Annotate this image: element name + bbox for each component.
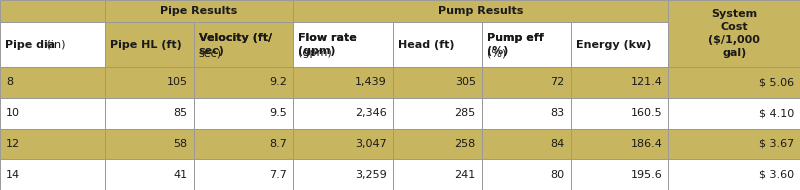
Text: 12: 12 bbox=[6, 139, 20, 149]
Text: 9.2: 9.2 bbox=[270, 77, 287, 87]
Text: 305: 305 bbox=[454, 77, 476, 87]
Bar bbox=[482, 128, 570, 159]
Text: Pump eff: Pump eff bbox=[486, 33, 543, 43]
Bar bbox=[194, 67, 294, 98]
Text: 8: 8 bbox=[6, 77, 13, 87]
Text: 10: 10 bbox=[6, 108, 20, 118]
Text: 3,259: 3,259 bbox=[355, 170, 387, 180]
Bar bbox=[0, 0, 105, 22]
Bar bbox=[294, 22, 393, 67]
Bar bbox=[294, 67, 393, 98]
Text: 58: 58 bbox=[174, 139, 188, 149]
Text: 8.7: 8.7 bbox=[270, 139, 287, 149]
Bar bbox=[570, 67, 669, 98]
Bar bbox=[393, 159, 482, 190]
Text: 1,439: 1,439 bbox=[355, 77, 387, 87]
Bar bbox=[393, 98, 482, 128]
Bar bbox=[669, 67, 800, 98]
Text: 9.5: 9.5 bbox=[270, 108, 287, 118]
Bar bbox=[105, 128, 194, 159]
Bar bbox=[105, 159, 194, 190]
Text: 85: 85 bbox=[174, 108, 188, 118]
Bar bbox=[482, 22, 570, 67]
Bar bbox=[105, 0, 294, 22]
Text: 105: 105 bbox=[166, 77, 188, 87]
Text: 258: 258 bbox=[454, 139, 476, 149]
Text: 121.4: 121.4 bbox=[630, 77, 662, 87]
Text: Pump Results: Pump Results bbox=[438, 6, 523, 16]
Text: Flow rate
(gpm): Flow rate (gpm) bbox=[298, 33, 357, 56]
Text: (%): (%) bbox=[486, 48, 506, 59]
Bar bbox=[194, 98, 294, 128]
Bar bbox=[194, 22, 294, 67]
Bar bbox=[570, 22, 669, 67]
Bar bbox=[669, 159, 800, 190]
Bar bbox=[393, 128, 482, 159]
Bar bbox=[570, 159, 669, 190]
Text: Energy (kw): Energy (kw) bbox=[576, 40, 651, 50]
Bar bbox=[482, 22, 570, 67]
Bar bbox=[393, 22, 482, 67]
Text: 14: 14 bbox=[6, 170, 20, 180]
Text: 241: 241 bbox=[454, 170, 476, 180]
Bar bbox=[194, 128, 294, 159]
Bar bbox=[0, 67, 105, 98]
Text: Head (ft): Head (ft) bbox=[398, 40, 454, 50]
Text: 41: 41 bbox=[174, 170, 188, 180]
Bar bbox=[669, 98, 800, 128]
Bar bbox=[570, 128, 669, 159]
Text: sec): sec) bbox=[198, 48, 222, 59]
Text: 195.6: 195.6 bbox=[630, 170, 662, 180]
Bar bbox=[194, 159, 294, 190]
Bar bbox=[482, 159, 570, 190]
Text: $ 3.67: $ 3.67 bbox=[758, 139, 794, 149]
Bar bbox=[0, 98, 105, 128]
Bar bbox=[393, 67, 482, 98]
Bar bbox=[105, 22, 194, 67]
Text: (gpm): (gpm) bbox=[298, 48, 332, 59]
Text: Velocity (ft/: Velocity (ft/ bbox=[198, 33, 272, 43]
Text: 285: 285 bbox=[454, 108, 476, 118]
Text: (in): (in) bbox=[43, 40, 66, 50]
Bar bbox=[105, 67, 194, 98]
Bar bbox=[294, 98, 393, 128]
Text: 7.7: 7.7 bbox=[270, 170, 287, 180]
Bar bbox=[194, 22, 294, 67]
Bar bbox=[570, 98, 669, 128]
Bar bbox=[0, 159, 105, 190]
Text: 3,047: 3,047 bbox=[355, 139, 387, 149]
Text: 72: 72 bbox=[550, 77, 565, 87]
Text: $ 3.60: $ 3.60 bbox=[759, 170, 794, 180]
Bar bbox=[294, 0, 669, 22]
Bar bbox=[294, 22, 393, 67]
Text: Pipe HL (ft): Pipe HL (ft) bbox=[110, 40, 182, 50]
Text: 2,346: 2,346 bbox=[355, 108, 387, 118]
Bar bbox=[294, 159, 393, 190]
Text: Pipe dia: Pipe dia bbox=[5, 40, 55, 50]
Bar bbox=[482, 98, 570, 128]
Text: Pipe Results: Pipe Results bbox=[161, 6, 238, 16]
Text: Pump eff
(%): Pump eff (%) bbox=[486, 33, 543, 56]
Text: Velocity (ft/
sec): Velocity (ft/ sec) bbox=[198, 33, 272, 56]
Text: 186.4: 186.4 bbox=[630, 139, 662, 149]
Text: 83: 83 bbox=[550, 108, 565, 118]
Bar bbox=[294, 128, 393, 159]
Bar bbox=[105, 98, 194, 128]
Bar bbox=[669, 0, 800, 67]
Bar bbox=[669, 128, 800, 159]
Text: System
Cost
($/1,000
gal): System Cost ($/1,000 gal) bbox=[708, 9, 760, 58]
Text: Flow rate: Flow rate bbox=[298, 33, 357, 43]
Text: 80: 80 bbox=[550, 170, 565, 180]
Text: 84: 84 bbox=[550, 139, 565, 149]
Bar bbox=[0, 128, 105, 159]
Text: $ 5.06: $ 5.06 bbox=[759, 77, 794, 87]
Bar bbox=[482, 67, 570, 98]
Text: 160.5: 160.5 bbox=[631, 108, 662, 118]
Bar bbox=[0, 22, 105, 67]
Text: $ 4.10: $ 4.10 bbox=[758, 108, 794, 118]
